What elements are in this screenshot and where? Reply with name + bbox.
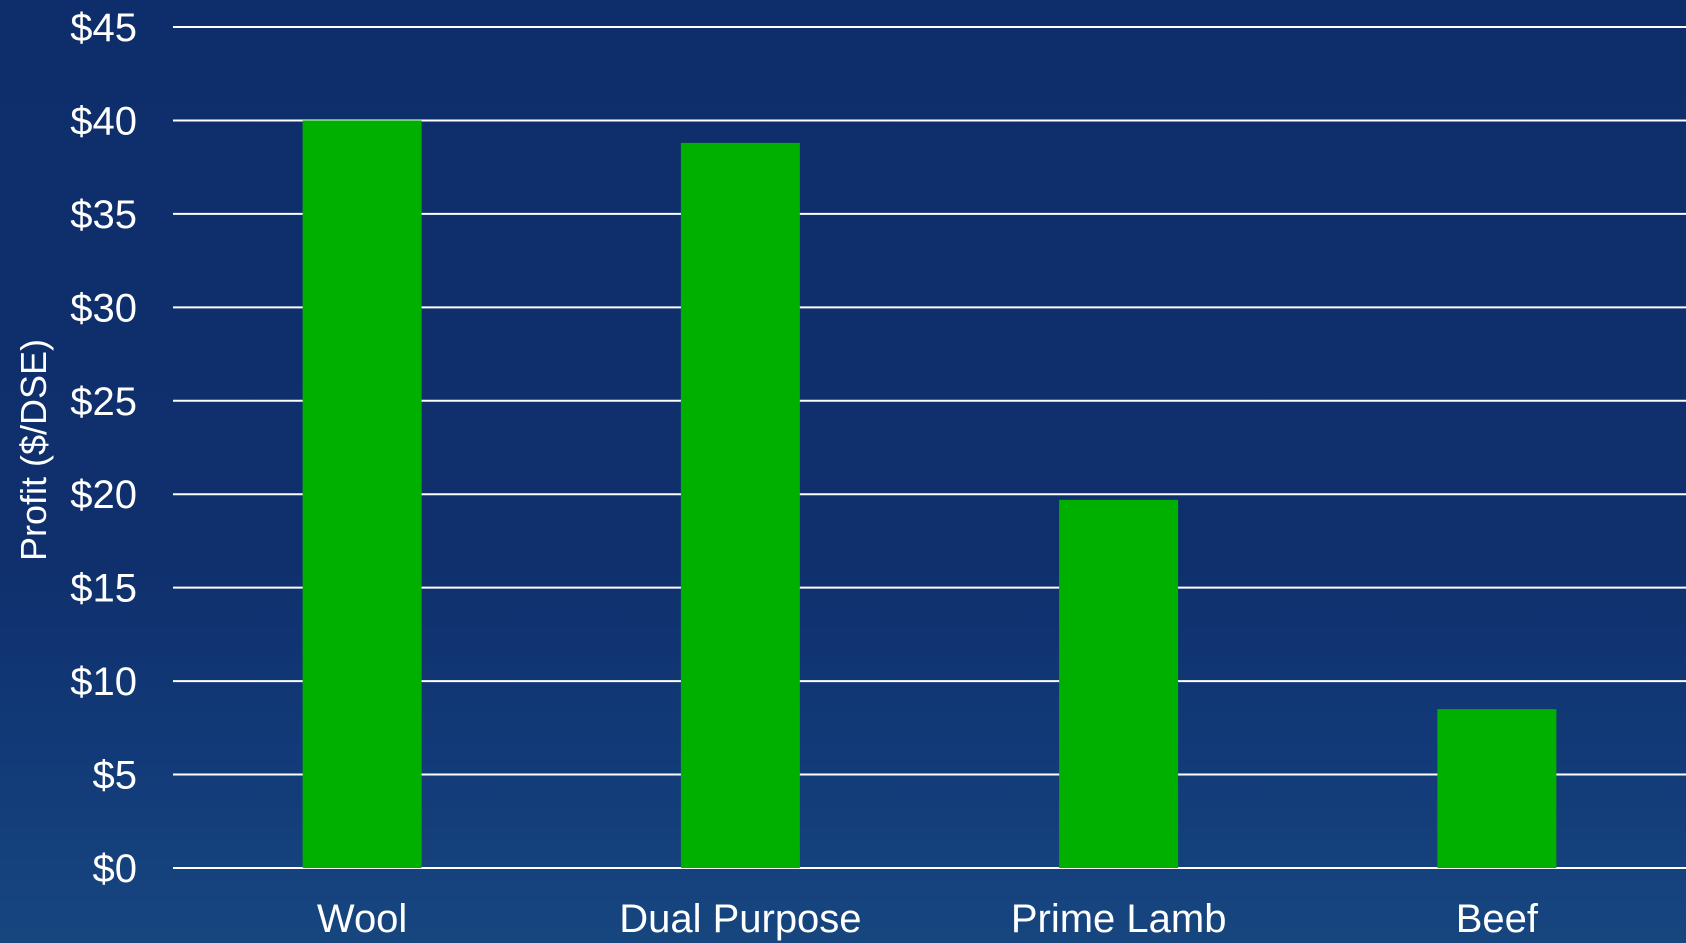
y-axis-ticks: $0 $5 $10 $15 $20 $25 $30 $35 $40 $45	[70, 6, 137, 891]
y-tick-label: $10	[70, 660, 137, 704]
y-tick-label: $20	[70, 473, 137, 517]
y-tick-label: $40	[70, 99, 137, 143]
y-tick-label: $25	[70, 380, 137, 424]
gridlines	[173, 26, 1686, 869]
bar-beef	[1437, 709, 1557, 868]
bar-prime-lamb	[1059, 499, 1179, 868]
y-tick-label: $35	[70, 193, 137, 237]
y-tick-label: $15	[70, 567, 137, 611]
x-axis-categories: Wool Dual Purpose Prime Lamb Beef	[317, 897, 1539, 941]
y-tick-label: $30	[70, 286, 137, 330]
y-tick-label: $45	[70, 6, 137, 50]
y-tick-label: $0	[93, 847, 138, 891]
x-category-label: Prime Lamb	[1011, 897, 1227, 941]
x-category-label: Dual Purpose	[619, 897, 861, 941]
bars	[302, 120, 1557, 869]
y-axis-title: Profit ($/DSE)	[13, 339, 54, 561]
x-category-label: Wool	[317, 897, 407, 941]
y-tick-label: $5	[93, 754, 138, 798]
x-category-label: Beef	[1456, 897, 1539, 941]
bar-wool	[302, 120, 422, 868]
bar-dual-purpose	[680, 142, 800, 869]
